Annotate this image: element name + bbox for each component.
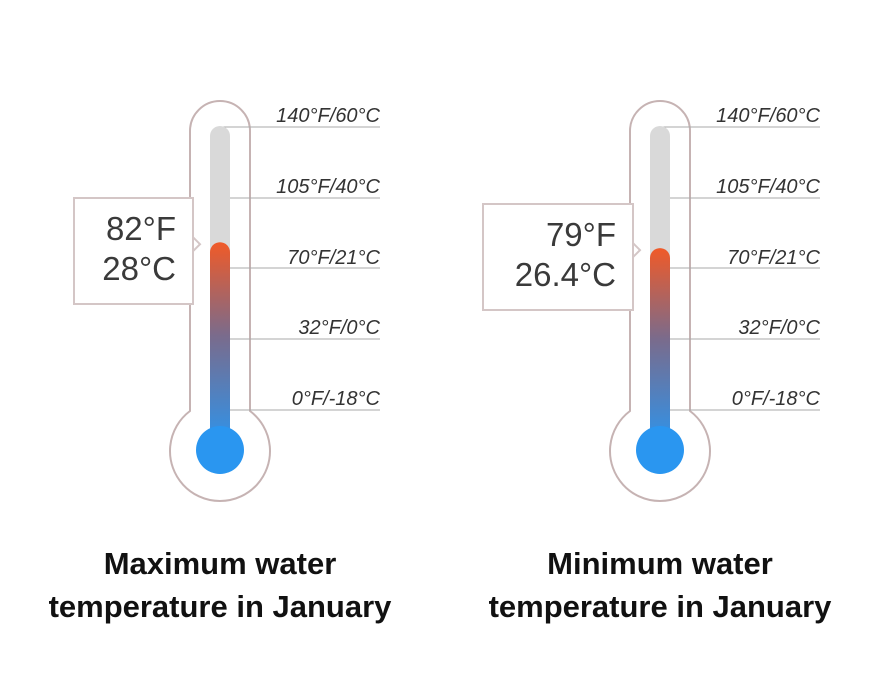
max-scale-label: 70°F/21°C: [287, 247, 380, 269]
min-caption-line-1: Minimum water: [547, 546, 773, 581]
min-thermometer: 140°F/60°C 105°F/40°C 70°F/21°C 32°F/0°C 0°F…: [609, 100, 821, 502]
max-caption-line-2: temperature in January: [48, 589, 392, 624]
max-caption: Maximum water temperature in January: [0, 542, 440, 628]
min-reading-celsius: 26.4°C: [514, 256, 616, 293]
max-scale-label: 105°F/40°C: [276, 176, 380, 198]
max-temperature-panel: 140°F/60°C 105°F/40°C 70°F/21°C 32°F/0°C 0°F…: [0, 100, 440, 628]
min-reading-fahrenheit: 79°F: [545, 216, 616, 253]
max-scale-label: 0°F/-18°C: [292, 388, 381, 410]
min-mercury-column: [650, 248, 670, 450]
max-caption-line-1: Maximum water: [103, 546, 337, 581]
min-mercury-bulb: [636, 426, 684, 474]
max-reading-callout: 82°F 28°C: [73, 197, 194, 305]
min-scale-label: 105°F/40°C: [716, 176, 820, 198]
min-scale-label: 32°F/0°C: [738, 317, 820, 339]
max-scale-label: 140°F/60°C: [276, 105, 380, 127]
max-mercury-bulb: [196, 426, 244, 474]
min-scale-label: 0°F/-18°C: [732, 388, 821, 410]
min-caption-line-2: temperature in January: [488, 589, 832, 624]
max-reading-celsius: 28°C: [102, 250, 176, 287]
max-thermometer: 140°F/60°C 105°F/40°C 70°F/21°C 32°F/0°C 0°F…: [169, 100, 381, 502]
max-mercury-column: [210, 242, 230, 450]
min-caption: Minimum water temperature in January: [440, 542, 880, 628]
min-callout-pointer: [631, 241, 642, 259]
min-temperature-panel: 140°F/60°C 105°F/40°C 70°F/21°C 32°F/0°C 0°F…: [440, 0, 880, 680]
max-callout-pointer: [191, 235, 202, 253]
min-scale-label: 140°F/60°C: [716, 105, 820, 127]
max-scale-label: 32°F/0°C: [298, 317, 380, 339]
min-reading-callout: 79°F 26.4°C: [482, 203, 634, 311]
min-scale-label: 70°F/21°C: [727, 247, 820, 269]
max-reading-fahrenheit: 82°F: [105, 210, 176, 247]
